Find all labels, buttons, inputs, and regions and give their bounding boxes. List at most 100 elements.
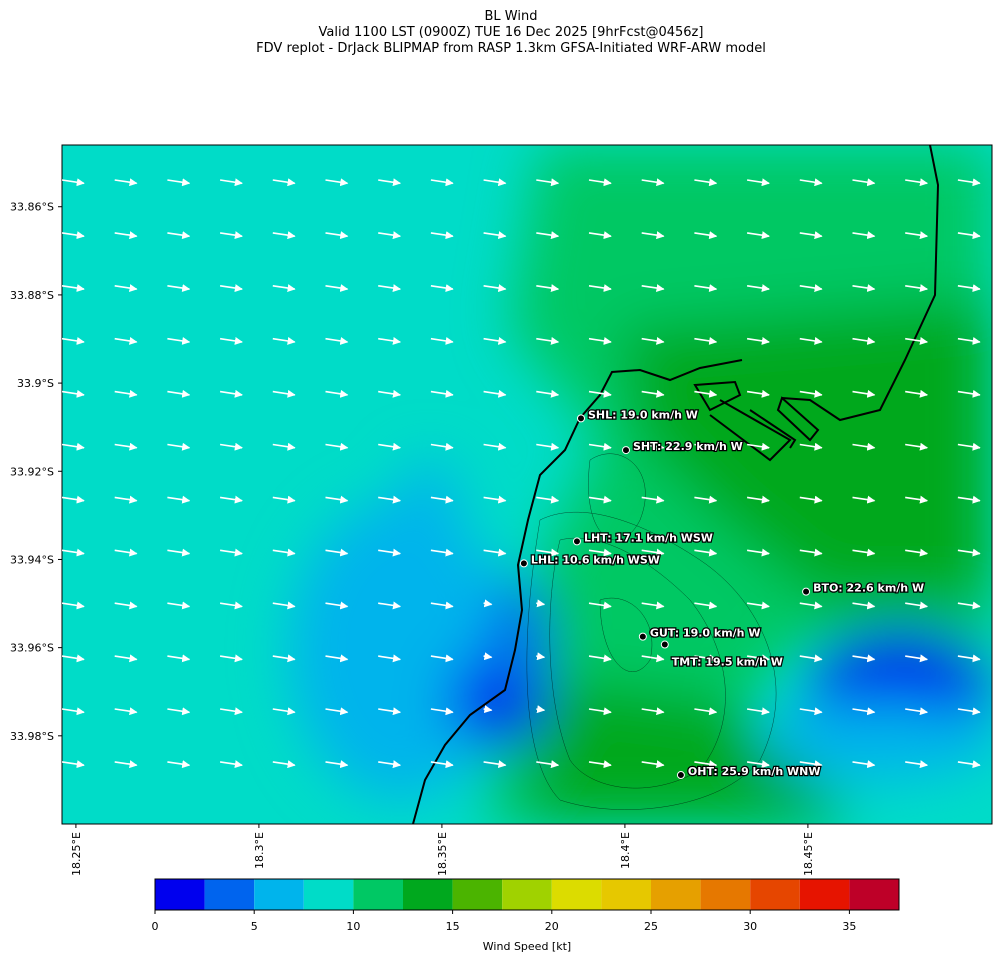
wind-arrow [905,495,928,504]
wind-arrow [694,707,718,716]
wind-arrow [852,601,876,610]
wind-arrow [167,495,191,504]
wind-arrow [746,231,770,240]
wind-arrow [588,231,612,240]
wind-arrow [483,599,493,608]
wind-arrow [852,495,876,504]
subtitle: Valid 1100 LST (0900Z) TUE 16 Dec 2025 [… [319,25,704,40]
wind-arrow [536,336,560,345]
wind-arrow [536,284,560,292]
wind-arrow [799,389,823,398]
colorbar-tick-label: 35 [842,920,856,933]
wind-arrow [272,601,296,610]
wind-arrow [694,231,718,240]
colorbar-tick-label: 20 [545,920,559,933]
station-point [638,632,647,641]
wind-arrow [588,548,612,557]
subtitle: FDV replot - DrJack BLIPMAP from RASP 1.… [256,41,766,56]
station-label: GUT: 19.0 km/h W [650,627,761,640]
wind-arrow [746,284,770,292]
colorbar-swatch [403,879,453,910]
wind-arrow [219,760,243,769]
wind-arrow [957,284,981,292]
wind-arrow [272,442,296,451]
wind-arrow [167,654,191,663]
wind-arrow [694,178,718,187]
station-point [572,537,581,546]
wind-arrow [641,707,665,716]
wind-arrow [588,760,612,769]
wind-arrow [536,389,560,398]
wind-arrow [378,442,401,451]
colorbar-swatch [502,879,552,910]
station-point [576,414,585,423]
wind-arrow [62,601,85,610]
wind-arrow [272,495,296,504]
colorbar-swatch [750,879,800,910]
wind-arrow [219,442,243,451]
colorbar-swatch [155,879,205,910]
wind-arrow [483,495,507,504]
wind-arrow [114,336,138,345]
colorbar-tick-label: 0 [152,920,159,933]
wind-arrow [483,178,507,187]
wind-arrow [799,231,823,240]
wind-arrow [799,601,823,610]
wind-arrow [641,548,665,557]
y-tick-label: 33.96°S [10,642,54,655]
wind-arrow [746,548,770,557]
colorbar-swatch [799,879,850,910]
wind-arrow [378,654,401,663]
wind-arrow [272,707,296,716]
colorbar-swatch [254,879,304,910]
colorbar-swatch [700,879,751,910]
x-tick-label: 18.25°E [70,832,83,876]
wind-arrow [746,495,770,504]
wind-arrow [167,601,191,610]
wind-arrow [378,707,401,716]
y-tick-label: 33.98°S [10,730,54,743]
wind-arrow [219,389,243,398]
wind-arrow [588,707,612,716]
wind-arrow [62,178,85,187]
wind-arrow [114,284,138,292]
wind-arrow [167,336,191,345]
wind-arrow [588,389,612,398]
wind-arrow [957,548,981,557]
wind-arrow [746,336,770,345]
wind-arrow [957,601,981,610]
wind-arrow [430,389,454,398]
wind-arrow [746,389,770,398]
station-label: BTO: 22.6 km/h W [813,582,924,595]
map-frame [61,144,993,825]
wind-arrow [272,389,296,398]
wind-arrow [852,760,876,769]
wind-arrow [114,231,138,240]
wind-arrow [694,284,718,292]
wind-arrow [483,336,507,345]
wind-arrow [325,178,349,187]
colorbar-swatch [651,879,701,910]
wind-arrow [536,442,560,451]
wind-arrow [167,389,191,398]
title: BL Wind [485,9,538,24]
wind-arrow [694,442,718,451]
wind-arrow [378,178,401,187]
wind-arrow [852,442,876,451]
wind-arrow [746,760,770,769]
wind-arrow [852,231,876,240]
station-point [622,446,631,455]
colorbar-swatch [303,879,354,910]
wind-arrow [694,760,718,769]
y-tick-label: 33.92°S [10,465,54,478]
wind-arrow [325,336,349,345]
wind-arrow [325,707,349,716]
wind-arrow [219,284,243,292]
wind-arrow [272,231,296,240]
wind-arrow [483,231,507,240]
wind-arrow [114,495,138,504]
wind-arrow [219,336,243,345]
wind-arrow [483,442,507,451]
wind-arrow [694,654,718,663]
y-tick-label: 33.88°S [10,289,54,302]
